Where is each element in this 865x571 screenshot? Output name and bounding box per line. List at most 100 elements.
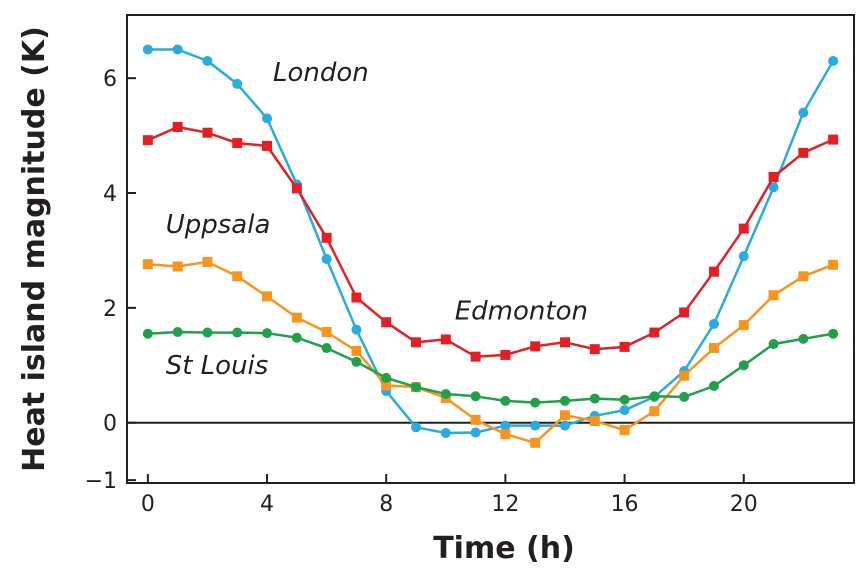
- data-point-london: [440, 428, 451, 439]
- data-point-st-louis: [440, 388, 451, 399]
- data-point-uppsala: [351, 345, 362, 356]
- data-point-edmonton: [828, 134, 839, 145]
- data-point-st-louis: [232, 327, 243, 338]
- data-point-st-louis: [500, 395, 511, 406]
- data-point-st-louis: [291, 332, 302, 343]
- series-label-edmonton: Edmonton: [455, 296, 588, 326]
- data-point-uppsala: [291, 312, 302, 323]
- data-point-edmonton: [589, 344, 600, 355]
- data-point-st-louis: [559, 395, 570, 406]
- data-point-st-louis: [708, 380, 719, 391]
- data-point-st-louis: [679, 391, 690, 402]
- series-layer: [142, 44, 839, 448]
- data-point-edmonton: [262, 140, 273, 151]
- data-point-edmonton: [768, 171, 779, 182]
- data-point-london: [738, 251, 749, 262]
- data-point-uppsala: [619, 425, 630, 436]
- data-point-london: [172, 44, 183, 55]
- data-point-st-louis: [351, 356, 362, 367]
- data-point-edmonton: [798, 147, 809, 158]
- data-point-london: [798, 107, 809, 118]
- series-line-edmonton: [147, 125, 834, 358]
- data-point-uppsala: [262, 291, 273, 302]
- data-point-edmonton: [530, 341, 541, 352]
- data-point-st-louis: [142, 328, 153, 339]
- data-point-london: [500, 420, 511, 431]
- data-point-london: [619, 405, 630, 416]
- data-point-edmonton: [500, 349, 511, 360]
- data-point-st-louis: [649, 391, 660, 402]
- data-point-st-louis: [202, 327, 213, 338]
- x-axis: 0 4 8 12 16 20: [141, 474, 758, 517]
- data-point-st-louis: [798, 333, 809, 344]
- data-point-edmonton: [172, 121, 183, 132]
- data-point-london: [232, 78, 243, 89]
- x-tick-label: 16: [611, 492, 639, 517]
- data-point-edmonton: [649, 327, 660, 338]
- y-tick-label: 4: [103, 182, 117, 207]
- data-point-edmonton: [708, 266, 719, 277]
- data-point-london: [411, 422, 422, 433]
- data-point-uppsala: [142, 259, 153, 270]
- data-point-st-louis: [530, 397, 541, 408]
- data-point-edmonton: [470, 351, 481, 362]
- series-labels: London Edmonton Uppsala St Louis: [166, 58, 588, 381]
- y-tick-label: 6: [103, 67, 117, 92]
- data-point-london: [351, 324, 362, 335]
- series-edmonton: [142, 121, 839, 362]
- data-point-st-louis: [619, 394, 630, 405]
- data-point-st-louis: [381, 372, 392, 383]
- data-point-edmonton: [619, 341, 630, 352]
- y-tick-label: 0: [103, 412, 117, 437]
- series-label-uppsala: Uppsala: [166, 210, 271, 240]
- data-point-uppsala: [232, 271, 243, 282]
- series-line-london: [147, 48, 835, 435]
- data-point-uppsala: [500, 429, 511, 440]
- data-point-edmonton: [381, 317, 392, 328]
- series-label-london: London: [273, 58, 369, 88]
- data-point-edmonton: [559, 337, 570, 348]
- data-point-st-louis: [262, 328, 273, 339]
- series-label-st-louis: St Louis: [166, 351, 269, 381]
- data-point-london: [470, 427, 481, 438]
- data-point-uppsala: [172, 261, 183, 272]
- data-point-st-louis: [768, 339, 779, 350]
- data-point-uppsala: [708, 343, 719, 354]
- data-point-london: [321, 254, 332, 265]
- data-point-edmonton: [321, 232, 332, 243]
- series-uppsala: [142, 256, 839, 448]
- data-point-edmonton: [440, 334, 451, 345]
- data-point-edmonton: [142, 135, 153, 146]
- data-point-uppsala: [202, 256, 213, 267]
- data-point-london: [768, 182, 779, 193]
- data-point-edmonton: [411, 337, 422, 348]
- data-point-uppsala: [649, 406, 660, 417]
- data-point-uppsala: [530, 437, 541, 448]
- data-point-edmonton: [232, 138, 243, 149]
- data-point-uppsala: [589, 415, 600, 426]
- data-point-london: [708, 318, 719, 329]
- data-point-st-louis: [321, 343, 332, 354]
- data-point-uppsala: [828, 259, 839, 270]
- y-tick-label: 2: [103, 297, 117, 322]
- y-tick-label: −1: [85, 469, 117, 494]
- x-tick-label: 12: [491, 492, 519, 517]
- y-axis-title: Heat island magnitude (K): [17, 26, 52, 472]
- data-point-edmonton: [738, 223, 749, 234]
- x-axis-title: Time (h): [433, 531, 575, 566]
- data-point-london: [559, 420, 570, 431]
- series-line-st-louis: [147, 330, 834, 404]
- data-point-london: [262, 113, 273, 124]
- data-point-uppsala: [559, 410, 570, 421]
- data-point-uppsala: [470, 414, 481, 425]
- data-point-uppsala: [381, 380, 392, 391]
- x-tick-label: 0: [141, 492, 155, 517]
- x-tick-label: 4: [260, 492, 274, 517]
- data-point-st-louis: [470, 391, 481, 402]
- data-point-london: [202, 55, 213, 66]
- data-point-uppsala: [768, 290, 779, 301]
- series-st-louis: [142, 326, 839, 408]
- data-point-edmonton: [202, 127, 213, 138]
- series-line-uppsala: [147, 260, 834, 445]
